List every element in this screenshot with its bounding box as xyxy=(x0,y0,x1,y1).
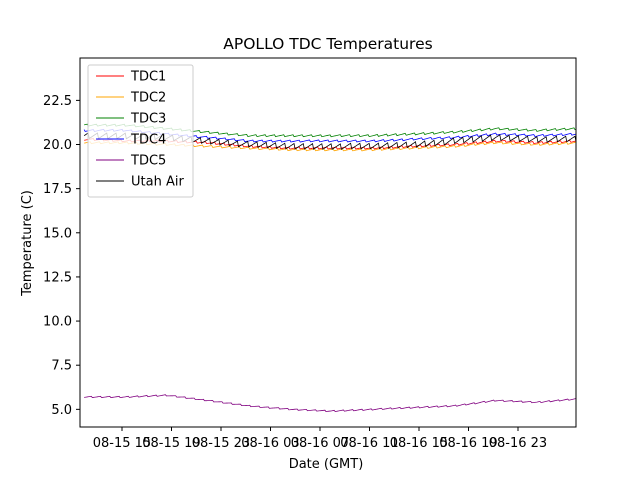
x-axis-title: Date (GMT) xyxy=(289,457,364,472)
legend-label-tdc5: TDC5 xyxy=(130,154,166,169)
legend-label-tdc3: TDC3 xyxy=(130,112,166,127)
x-tick-label: 08-16 07 xyxy=(291,436,349,451)
series-line-tdc2 xyxy=(84,141,576,152)
x-tick-label: 08-16 03 xyxy=(241,436,299,451)
legend-label-tdc4: TDC4 xyxy=(130,133,166,148)
legend: TDC1 TDC2 TDC3 TDC4 TDC5 Utah Air xyxy=(87,64,194,198)
y-tick-label: 22.5 xyxy=(43,94,72,109)
plot-area-frame xyxy=(79,57,577,428)
x-tick-label: 08-16 11 xyxy=(340,436,398,451)
series-line-tdc1 xyxy=(84,138,576,150)
y-tick-label: 10.0 xyxy=(43,315,72,330)
y-tick-label: 12.5 xyxy=(43,270,72,285)
legend-box xyxy=(87,64,194,198)
chart-title: APOLLO TDC Temperatures xyxy=(223,35,432,53)
y-tick-label: 7.5 xyxy=(51,359,72,374)
series-line-tdc4 xyxy=(83,128,576,143)
legend-label-tdc1: TDC1 xyxy=(130,70,166,85)
legend-label-tdc2: TDC2 xyxy=(130,91,166,106)
x-tick-label: 08-16 19 xyxy=(439,436,497,451)
x-tick-label: 08-15 15 xyxy=(93,436,151,451)
x-tick-label: 08-16 15 xyxy=(390,436,448,451)
y-tick-label: 5.0 xyxy=(51,403,72,418)
series-line-tdc5 xyxy=(84,394,576,413)
series-line-utah-air xyxy=(83,132,576,151)
x-tick-label: 08-15 23 xyxy=(192,436,250,451)
x-tick-label: 08-15 19 xyxy=(142,436,200,451)
series-line-tdc3 xyxy=(84,123,576,138)
series-layer xyxy=(83,123,576,413)
legend-label-utah-air: Utah Air xyxy=(131,175,184,190)
y-axis-title: Temperature (C) xyxy=(20,190,35,297)
y-tick-label: 17.5 xyxy=(43,182,72,197)
y-tick-label: 20.0 xyxy=(43,138,72,153)
x-tick-label: 08-16 23 xyxy=(489,436,547,451)
y-axis: 5.0 7.5 10.0 12.5 15.0 17.5 20.0 22.5 xyxy=(43,94,80,418)
y-tick-label: 15.0 xyxy=(43,226,72,241)
